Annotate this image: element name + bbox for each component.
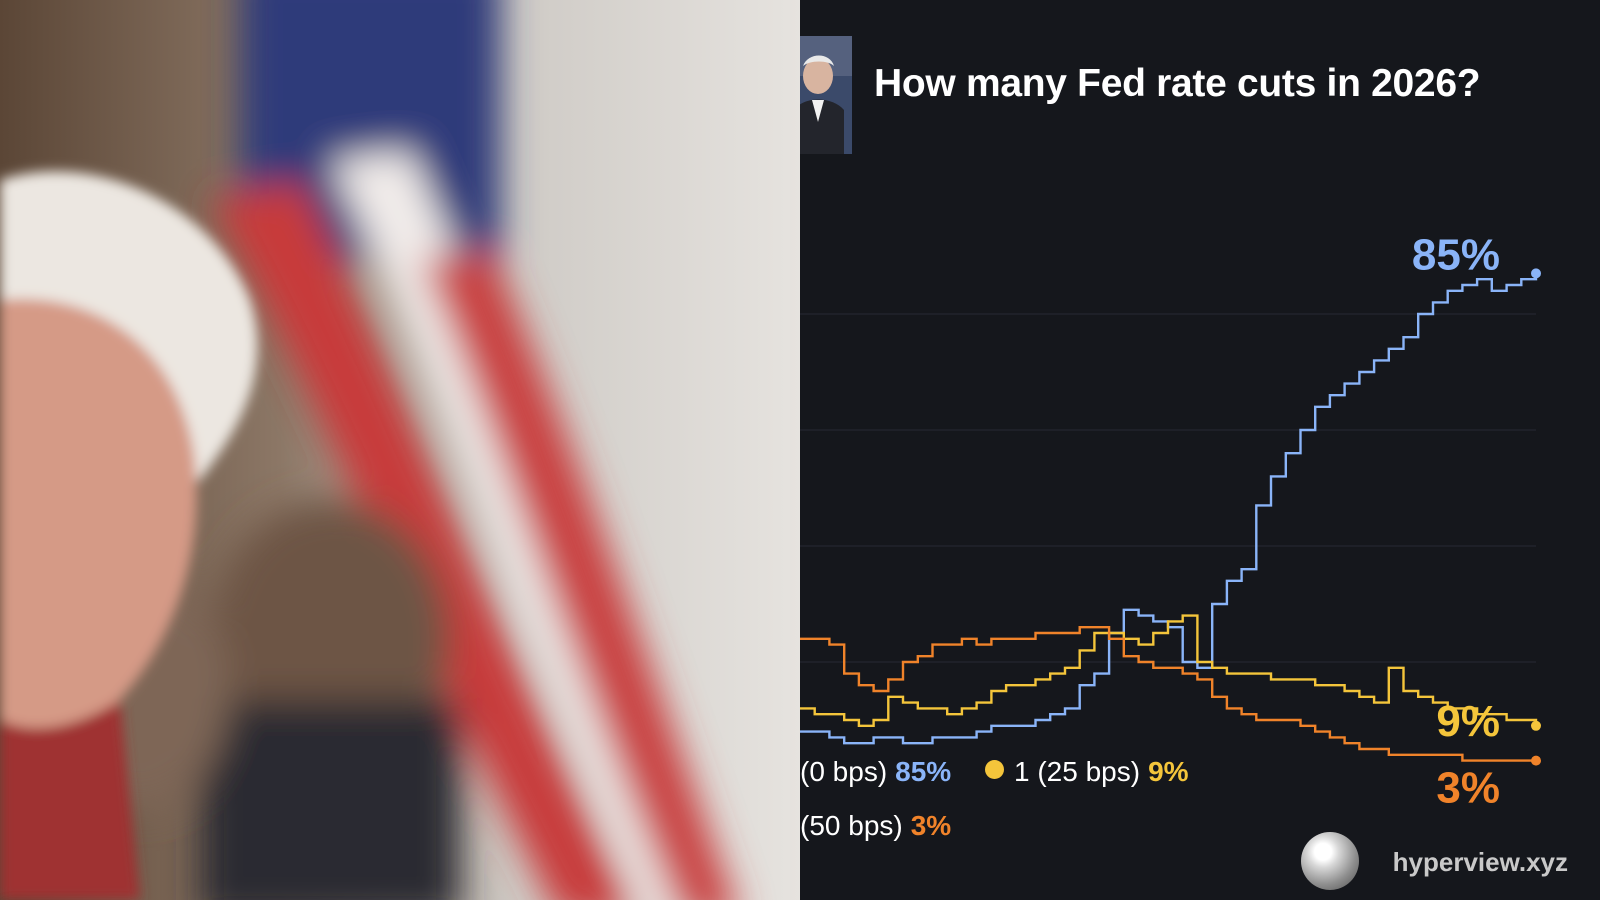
chart-panel: How many Fed rate cuts in 2026? 85% 9% 3% …	[800, 0, 1600, 900]
legend-item: 1 (25 bps) 9%	[984, 756, 1189, 788]
legend-series-value: 3%	[910, 810, 952, 841]
avatar	[800, 36, 852, 154]
series-line	[800, 273, 1538, 745]
legend-row-2: (50 bps) 3%	[800, 810, 977, 842]
series-end-point	[1531, 268, 1541, 279]
series-end-point	[1531, 755, 1541, 766]
news-photo	[0, 0, 800, 900]
legend-series-name: 1 (25 bps)	[1013, 756, 1141, 787]
sphere-logo-icon	[1300, 832, 1359, 890]
legend-series-value: 85%	[895, 756, 952, 787]
portrait-thumbnail-image	[800, 36, 852, 154]
series-end-label: 3%	[1436, 764, 1500, 813]
series-end-label: 85%	[1412, 230, 1500, 279]
chart-title: How many Fed rate cuts in 2026?	[874, 62, 1481, 105]
legend-item: (0 bps) 85%	[800, 756, 951, 788]
series-line	[800, 614, 1538, 727]
brand-text: hyperview.xyz	[1392, 847, 1568, 877]
legend-series-name: (50 bps)	[800, 810, 903, 841]
series-line	[800, 626, 1536, 762]
blurred-photo-image	[0, 0, 800, 900]
legend-row-1: (0 bps) 85% 1 (25 bps) 9%	[800, 756, 1215, 788]
legend-item: (50 bps) 3%	[800, 810, 951, 842]
legend-dot-icon	[984, 760, 1004, 779]
series-end-point	[1531, 720, 1541, 731]
line-chart: 85% 9% 3%	[800, 230, 1541, 813]
brand-link[interactable]: hyperview.xyz	[1300, 832, 1568, 892]
legend-series-name: (0 bps)	[800, 756, 888, 787]
series-end-label: 9%	[1436, 697, 1500, 746]
legend-series-value: 9%	[1148, 756, 1189, 787]
